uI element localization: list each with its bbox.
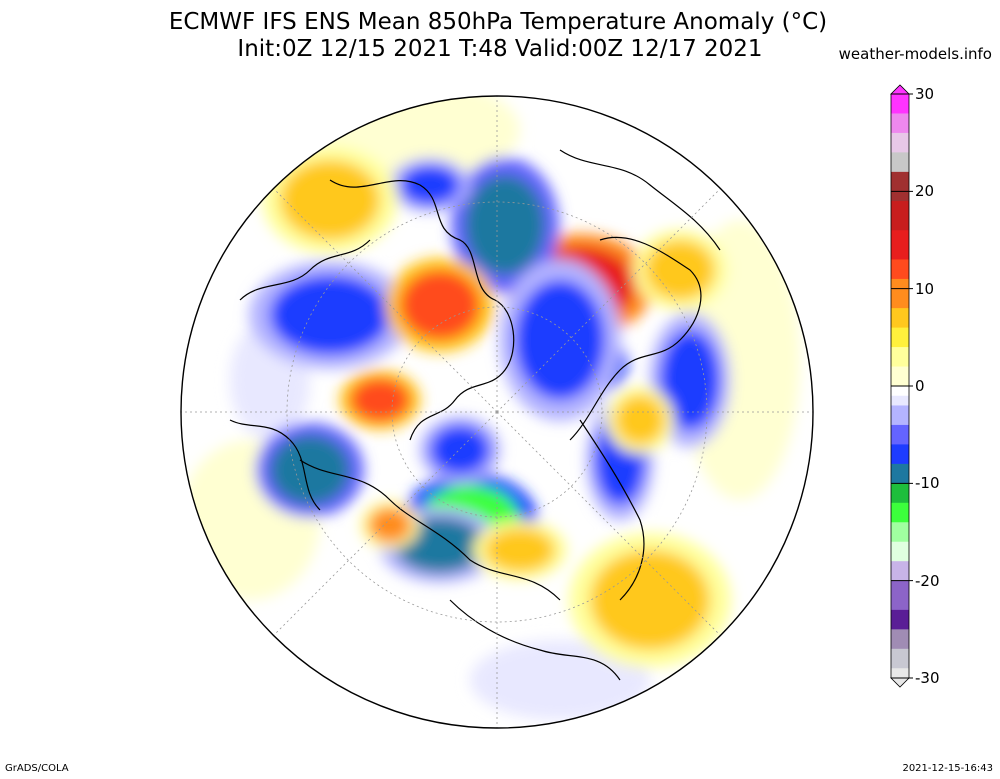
colorbar-cell bbox=[891, 658, 909, 669]
anomaly-arctic-warm bbox=[590, 550, 710, 650]
colorbar-cell bbox=[891, 240, 909, 251]
footer-right: 2021-12-15-16:43 bbox=[902, 763, 993, 774]
colorbar-cell bbox=[891, 298, 909, 309]
anomaly-eastern-canada-warm bbox=[485, 528, 555, 572]
colorbar-cell bbox=[891, 444, 909, 455]
anomaly-eastern-canada-warm bbox=[615, 395, 665, 445]
colorbar-cell bbox=[891, 356, 909, 368]
colorbar-tick-label: -30 bbox=[915, 669, 940, 687]
colorbar-cell bbox=[891, 600, 909, 611]
colorbar-cell bbox=[891, 473, 909, 484]
colorbar-tick-label: -20 bbox=[915, 571, 940, 590]
colorbar-tick-label: 30 bbox=[915, 85, 935, 103]
colorbar-cell bbox=[891, 405, 909, 416]
colorbar-cell bbox=[891, 619, 909, 630]
colorbar-cell bbox=[891, 668, 909, 679]
graticule bbox=[181, 96, 813, 728]
colorbar-cell bbox=[891, 463, 909, 475]
map-title: ECMWF IFS ENS Mean 850hPa Temperature An… bbox=[168, 9, 828, 35]
colorbar-cell bbox=[891, 512, 909, 523]
colorbar-cell bbox=[891, 201, 909, 212]
colorbar-cell bbox=[891, 639, 909, 650]
colorbar-cell bbox=[891, 249, 909, 260]
colorbar-end bbox=[890, 677, 910, 688]
colorbar-cell bbox=[891, 483, 909, 494]
anomaly-greenland-warm bbox=[350, 378, 410, 422]
colorbar-cell bbox=[891, 609, 909, 621]
colorbar-cell bbox=[891, 454, 909, 465]
colorbar-cell bbox=[891, 308, 909, 319]
coastlines bbox=[229, 149, 721, 681]
colorbar-cell bbox=[891, 424, 909, 436]
anomaly-arctic-warm bbox=[645, 240, 715, 300]
colorbar-cell bbox=[891, 337, 909, 348]
colorbar-tick-label: 0 bbox=[915, 377, 925, 395]
anomaly-europe-cold bbox=[270, 275, 390, 355]
site-label: weather-models.info bbox=[838, 45, 992, 63]
colorbar-cell bbox=[891, 132, 909, 144]
colorbar-tick-label: 10 bbox=[915, 279, 935, 298]
colorbar-cell bbox=[891, 210, 909, 222]
colorbar-cell bbox=[891, 171, 909, 183]
colorbar-cell bbox=[891, 395, 909, 406]
anomaly-greenland-warm bbox=[400, 270, 480, 340]
colorbar-cell bbox=[891, 551, 909, 562]
colorbar-cell bbox=[891, 288, 909, 299]
colorbar-cell bbox=[891, 532, 909, 543]
colorbar-cell bbox=[891, 386, 909, 397]
colorbar-cell bbox=[891, 259, 909, 270]
colorbar-cell bbox=[891, 590, 909, 601]
colorbar-cell bbox=[891, 502, 909, 514]
colorbar-cell bbox=[891, 317, 909, 329]
anomaly-atlantic-cold bbox=[270, 435, 350, 505]
footer-left: GrADS/COLA bbox=[5, 763, 69, 774]
map-subtitle: Init:0Z 12/15 2021 T:48 Valid:00Z 12/17 … bbox=[237, 36, 763, 62]
colorbar-cell bbox=[891, 152, 909, 163]
anomaly-pacific-cold bbox=[400, 165, 460, 205]
anomaly-wash bbox=[470, 640, 650, 720]
colorbar-cell bbox=[891, 103, 909, 114]
map-border bbox=[180, 95, 814, 729]
colorbar-cell bbox=[891, 415, 909, 426]
colorbar-cell bbox=[891, 493, 909, 504]
colorbar-cell bbox=[891, 570, 909, 582]
colorbar-cell bbox=[891, 162, 909, 173]
colorbar-cell bbox=[891, 278, 909, 290]
colorbar-cell bbox=[891, 181, 909, 192]
colorbar-cell bbox=[891, 94, 909, 105]
colorbar-cell bbox=[891, 113, 909, 124]
colorbar-cell bbox=[891, 648, 909, 660]
anomaly-bering-cold bbox=[465, 175, 545, 275]
colorbar-cell bbox=[891, 142, 909, 153]
colorbar-cell bbox=[891, 522, 909, 533]
colorbar-cell bbox=[891, 629, 909, 640]
colorbar-cell bbox=[891, 561, 909, 572]
colorbar-tick-label: -10 bbox=[915, 474, 940, 493]
colorbar-cell bbox=[891, 347, 909, 358]
colorbar-end bbox=[890, 84, 910, 95]
colorbar-cell bbox=[891, 269, 909, 280]
colorbar-cell bbox=[891, 327, 909, 338]
colorbar-cell bbox=[891, 580, 909, 591]
colorbar-cell bbox=[891, 376, 909, 387]
anomaly-pacific-cold bbox=[660, 330, 720, 430]
anomaly-europe-cold bbox=[430, 425, 490, 475]
colorbar-cell bbox=[891, 230, 909, 241]
colorbar-cell bbox=[891, 541, 909, 552]
colorbar-cell bbox=[891, 434, 909, 445]
colorbar-cell bbox=[891, 220, 909, 231]
colorbar-cell bbox=[891, 191, 909, 202]
colorbar-cell bbox=[891, 366, 909, 377]
anomaly-canada-cold bbox=[515, 280, 605, 400]
colorbar-cell bbox=[891, 123, 909, 134]
anomaly-sahara-warm bbox=[368, 507, 412, 543]
colorbar-tick-label: 20 bbox=[915, 182, 935, 201]
